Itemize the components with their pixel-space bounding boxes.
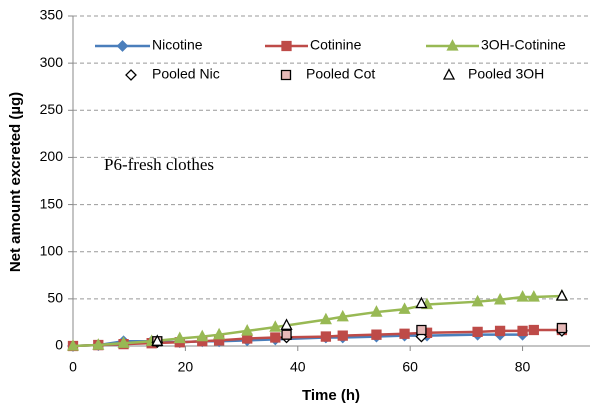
data-point: [370, 305, 383, 317]
data-point: [66, 339, 80, 351]
legend-label: Pooled 3OH: [468, 66, 544, 82]
data-point: [371, 329, 382, 340]
x-tick-label: 80: [515, 359, 531, 375]
legend-marker: [446, 39, 459, 51]
legend-marker: [280, 69, 292, 81]
y-tick-label: 250: [40, 101, 64, 117]
data-point: [399, 328, 410, 339]
y-tick-label: 100: [40, 242, 64, 258]
legend-marker: [281, 40, 292, 52]
data-point: [494, 292, 507, 305]
data-point: [415, 296, 428, 309]
y-tick-label: 150: [40, 195, 64, 211]
legend-label: Pooled Nic: [152, 66, 220, 82]
data-point: [281, 329, 292, 340]
y-axis-title: Net amount excreted (µg): [7, 92, 24, 272]
data-point: [517, 325, 528, 337]
data-point: [196, 329, 209, 342]
data-point: [320, 331, 332, 342]
y-tick-label: 350: [40, 7, 64, 23]
annotation: P6-fresh clothes: [104, 155, 214, 174]
y-tick-label: 50: [47, 290, 63, 306]
legend-label: Cotinine: [310, 37, 362, 53]
data-point: [213, 327, 226, 340]
data-point: [416, 324, 427, 336]
data-point: [151, 334, 164, 346]
y-tick-label: 200: [40, 148, 64, 164]
x-tick-label: 60: [402, 359, 418, 375]
data-point: [92, 338, 105, 350]
data-point: [528, 324, 539, 336]
data-point: [527, 290, 540, 302]
data-point: [556, 322, 568, 334]
legend-label: Nicotine: [152, 37, 203, 53]
data-point: [336, 309, 349, 322]
y-tick-label: 0: [55, 337, 63, 353]
data-point: [280, 318, 293, 330]
data-point: [516, 290, 529, 302]
data-point: [117, 336, 130, 348]
legend-marker: [116, 40, 129, 52]
y-tick-label: 300: [40, 54, 64, 70]
data-point: [173, 331, 186, 344]
legend-marker: [125, 69, 137, 81]
data-point: [471, 294, 484, 307]
x-axis-title: Time (h): [302, 387, 360, 404]
data-point: [472, 326, 483, 338]
data-point: [269, 320, 282, 332]
data-point: [398, 302, 411, 314]
data-point: [270, 332, 281, 343]
legend-marker: [442, 68, 456, 80]
data-point: [337, 330, 348, 341]
x-tick-label: 20: [178, 359, 194, 375]
data-point: [241, 324, 254, 336]
legend-label: 3OH-Cotinine: [481, 37, 566, 53]
data-point: [555, 289, 568, 301]
x-tick-label: 0: [69, 359, 77, 375]
data-point: [319, 312, 332, 325]
data-point: [494, 325, 506, 337]
legend-label: Pooled Cot: [306, 66, 375, 82]
x-tick-label: 40: [290, 359, 306, 375]
